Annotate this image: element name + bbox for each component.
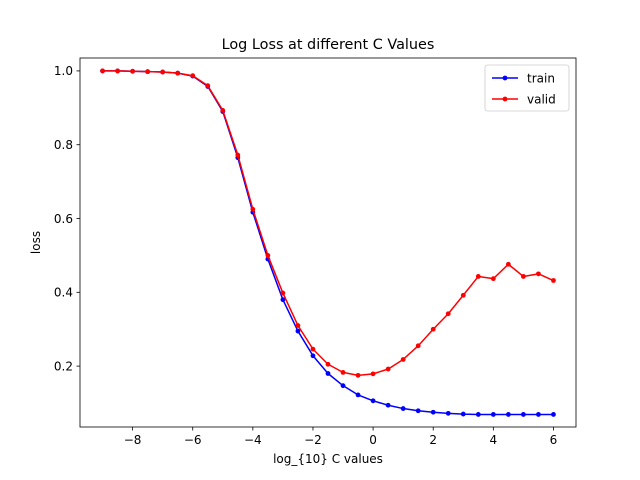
legend-marker-valid bbox=[502, 96, 508, 102]
valid-point bbox=[460, 292, 466, 298]
valid-point bbox=[400, 357, 406, 362]
legend-entry-train: train bbox=[492, 71, 555, 85]
valid-point bbox=[370, 371, 376, 377]
train-point bbox=[355, 392, 361, 398]
train-point bbox=[370, 398, 376, 404]
valid-point bbox=[205, 83, 211, 89]
valid-point bbox=[536, 271, 541, 277]
valid-point bbox=[265, 253, 271, 258]
x-axis-label: log_{10} C values bbox=[273, 452, 383, 466]
valid-point bbox=[130, 68, 136, 74]
series-layer bbox=[100, 68, 556, 417]
valid-point bbox=[490, 276, 496, 282]
valid-point bbox=[415, 343, 421, 349]
train-point bbox=[310, 353, 316, 359]
train-point bbox=[340, 383, 346, 389]
train-point bbox=[520, 412, 526, 417]
valid-point bbox=[355, 372, 361, 378]
legend-label-train: train bbox=[527, 71, 555, 85]
x-tick-label: 4 bbox=[490, 433, 498, 447]
legend-marker-train bbox=[502, 75, 508, 81]
train-point bbox=[325, 371, 331, 376]
legend: train valid bbox=[484, 64, 570, 112]
x-axis: −8 −6 −4 −2 0 2 4 6 bbox=[124, 427, 558, 447]
x-tick-label: −6 bbox=[184, 433, 202, 447]
legend-label-valid: valid bbox=[527, 92, 556, 106]
legend-entry-valid: valid bbox=[492, 92, 556, 106]
y-axis: 0.2 0.4 0.6 0.8 1.0 bbox=[54, 64, 80, 373]
x-tick-label: 6 bbox=[550, 433, 558, 447]
train-point bbox=[460, 411, 466, 417]
y-tick-label: 0.2 bbox=[54, 359, 73, 373]
valid-point bbox=[250, 206, 256, 212]
valid-point bbox=[280, 290, 286, 296]
valid-point bbox=[220, 107, 226, 113]
valid-point bbox=[160, 69, 166, 75]
train-point bbox=[385, 402, 391, 408]
x-tick-label: −8 bbox=[124, 433, 142, 447]
chart-title: Log Loss at different C Values bbox=[222, 37, 435, 53]
y-axis-label: loss bbox=[29, 231, 43, 254]
valid-point bbox=[175, 70, 181, 76]
train-point bbox=[445, 410, 451, 416]
valid-point bbox=[505, 261, 511, 267]
train-point bbox=[400, 406, 406, 411]
valid-point bbox=[475, 274, 481, 279]
valid-point bbox=[100, 68, 105, 74]
train-point bbox=[430, 409, 436, 415]
train-point bbox=[551, 412, 556, 417]
valid-point bbox=[145, 69, 151, 75]
train-point bbox=[536, 412, 541, 417]
train-point bbox=[475, 412, 481, 417]
valid-point bbox=[340, 369, 346, 375]
valid-point bbox=[235, 152, 241, 158]
valid-point bbox=[385, 366, 391, 372]
x-tick-label: 2 bbox=[429, 433, 437, 447]
valid-point bbox=[310, 346, 316, 352]
y-tick-label: 1.0 bbox=[54, 64, 73, 78]
train-point bbox=[505, 412, 511, 417]
valid-point bbox=[551, 278, 556, 283]
train-point bbox=[280, 297, 286, 303]
x-tick-label: −4 bbox=[244, 433, 262, 447]
valid-point bbox=[295, 323, 301, 328]
valid-point bbox=[445, 311, 451, 317]
valid-point bbox=[325, 361, 331, 367]
x-tick-label: −2 bbox=[304, 433, 322, 447]
x-tick-label: 0 bbox=[369, 433, 377, 447]
train-point bbox=[490, 412, 496, 417]
train-point bbox=[415, 408, 421, 414]
y-tick-label: 0.4 bbox=[54, 286, 73, 300]
series-valid bbox=[100, 68, 556, 378]
valid-point bbox=[190, 73, 196, 79]
axes-frame bbox=[79, 57, 577, 428]
y-tick-label: 0.8 bbox=[54, 138, 73, 152]
train-point bbox=[295, 328, 301, 334]
y-tick-label: 0.6 bbox=[54, 212, 73, 226]
valid-point bbox=[520, 274, 526, 279]
valid-point bbox=[115, 68, 120, 74]
valid-point bbox=[430, 326, 436, 332]
